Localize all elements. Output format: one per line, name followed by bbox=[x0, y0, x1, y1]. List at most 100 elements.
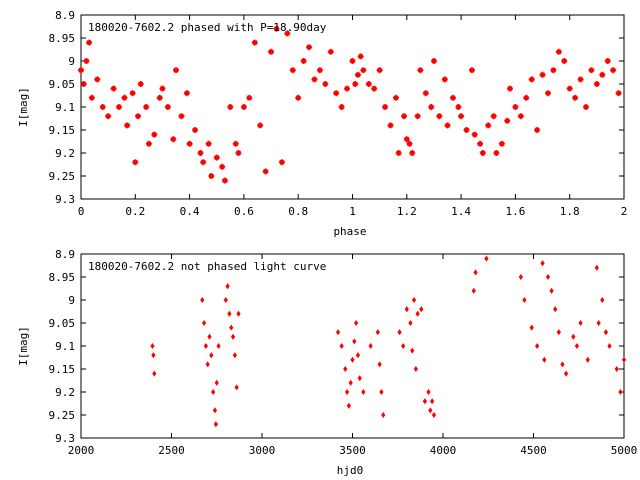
data-point bbox=[403, 136, 410, 143]
data-point bbox=[455, 104, 462, 110]
data-point bbox=[560, 361, 565, 368]
data-point bbox=[410, 347, 415, 354]
data-point bbox=[150, 342, 155, 350]
data-point bbox=[284, 30, 291, 37]
x-axis-ticks: 2000 2500 3000 3500 4000 4500 5000 bbox=[68, 254, 637, 457]
data-point bbox=[506, 85, 513, 92]
data-point bbox=[484, 255, 489, 262]
data-point bbox=[207, 333, 212, 340]
x-tick-label: 3500 bbox=[339, 444, 366, 457]
data-point bbox=[227, 104, 234, 110]
data-point bbox=[463, 127, 470, 133]
y-tick-label: 9.3 bbox=[55, 432, 75, 445]
data-point bbox=[132, 159, 139, 166]
data-point bbox=[545, 273, 551, 281]
data-point bbox=[357, 375, 362, 382]
x-tick-label: 0.8 bbox=[288, 205, 308, 218]
data-point bbox=[522, 296, 527, 304]
data-point bbox=[335, 329, 341, 336]
data-point bbox=[539, 71, 546, 78]
data-point bbox=[550, 67, 557, 74]
data-point bbox=[251, 39, 258, 46]
data-point bbox=[408, 319, 413, 327]
data-point bbox=[121, 94, 128, 101]
data-point bbox=[234, 384, 239, 391]
data-point bbox=[200, 159, 207, 166]
data-point bbox=[268, 48, 275, 55]
data-point bbox=[205, 361, 210, 368]
data-point bbox=[563, 370, 569, 377]
data-point bbox=[360, 67, 367, 74]
plot-frame bbox=[80, 253, 625, 439]
data-point bbox=[414, 113, 421, 120]
y-tick-label: 9.05 bbox=[49, 78, 76, 91]
data-point bbox=[80, 81, 87, 87]
data-point bbox=[235, 150, 242, 156]
data-point bbox=[610, 67, 617, 74]
x-tick-label: 0.2 bbox=[125, 205, 145, 218]
data-point bbox=[528, 76, 535, 83]
data-point bbox=[585, 356, 590, 363]
data-point bbox=[227, 310, 232, 317]
y-axis-ticks: 8.9 8.95 9 9.05 9.1 9.15 9.2 9.25 9.3 bbox=[49, 248, 624, 445]
data-point bbox=[449, 94, 456, 101]
data-point bbox=[338, 104, 345, 110]
data-point bbox=[436, 113, 443, 120]
data-point bbox=[236, 310, 241, 317]
data-point bbox=[566, 85, 573, 92]
data-point bbox=[86, 39, 93, 46]
data-point bbox=[105, 113, 112, 120]
data-point bbox=[186, 140, 193, 147]
data-point bbox=[352, 338, 357, 345]
data-point bbox=[156, 94, 163, 101]
y-tick-label: 8.95 bbox=[49, 32, 76, 45]
data-point bbox=[300, 58, 307, 64]
y-axis-label: I[mag] bbox=[17, 326, 30, 366]
data-point bbox=[368, 342, 373, 350]
data-point bbox=[229, 324, 234, 331]
data-point bbox=[354, 319, 359, 327]
data-point bbox=[549, 287, 554, 294]
data-point bbox=[164, 104, 171, 110]
data-point bbox=[422, 90, 429, 97]
data-point bbox=[306, 44, 313, 51]
data-point bbox=[542, 356, 547, 363]
data-point bbox=[578, 319, 583, 327]
data-point bbox=[355, 352, 361, 359]
x-tick-label: 1.6 bbox=[505, 205, 525, 218]
data-point bbox=[430, 58, 437, 64]
data-point bbox=[99, 104, 106, 110]
data-point bbox=[555, 48, 562, 55]
x-tick-label: 1.2 bbox=[397, 205, 417, 218]
x-axis-ticks: 0 0.2 0.4 0.6 0.8 1 1.2 1.4 1.6 1.8 2 bbox=[78, 15, 628, 218]
data-point bbox=[417, 67, 424, 74]
x-tick-label: 1.4 bbox=[451, 205, 471, 218]
data-point bbox=[375, 329, 380, 336]
x-tick-label: 2500 bbox=[158, 444, 185, 457]
data-point bbox=[200, 296, 205, 304]
data-point bbox=[415, 310, 420, 317]
data-point bbox=[240, 104, 247, 110]
x-tick-label: 2 bbox=[621, 205, 628, 218]
y-tick-label: 9.05 bbox=[49, 317, 76, 330]
data-point bbox=[535, 342, 540, 350]
data-point bbox=[348, 379, 353, 386]
x-axis-label: hjd0 bbox=[337, 464, 364, 477]
data-point bbox=[444, 122, 451, 129]
data-point bbox=[232, 352, 237, 359]
data-point bbox=[471, 287, 476, 294]
x-tick-label: 1.8 bbox=[560, 205, 580, 218]
data-point bbox=[354, 71, 361, 78]
data-point bbox=[135, 113, 142, 120]
data-point bbox=[357, 53, 364, 60]
data-point bbox=[365, 81, 372, 87]
data-point bbox=[371, 85, 378, 92]
data-point bbox=[350, 356, 355, 363]
phased-light-curve-panel: 0 0.2 0.4 0.6 0.8 1 1.2 1.4 1.6 1.8 2 8.9 8.95 9 9.05… bbox=[17, 9, 627, 238]
data-point bbox=[170, 136, 177, 143]
data-point bbox=[540, 260, 545, 267]
data-point bbox=[192, 127, 199, 133]
data-point bbox=[426, 388, 431, 396]
y-tick-label: 9.2 bbox=[55, 147, 75, 160]
